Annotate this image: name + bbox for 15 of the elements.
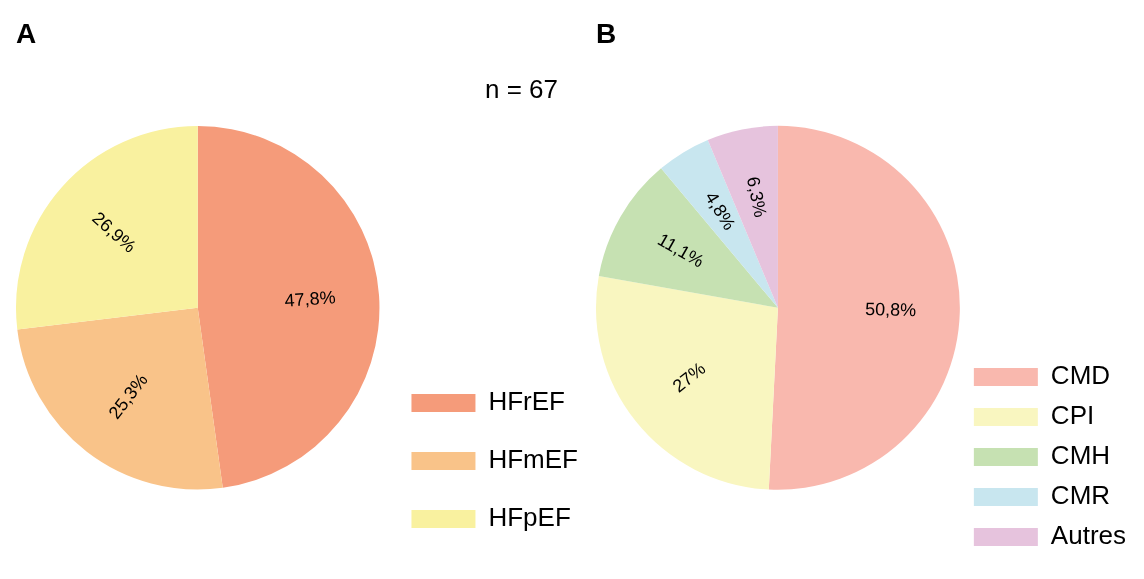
legend-label: HFrEF <box>488 386 566 417</box>
legend-label: CMR <box>1050 480 1111 511</box>
chart-title: B <box>596 17 617 49</box>
legend-label: HFmEF <box>488 444 579 475</box>
legend-label: CMD <box>1050 360 1111 391</box>
legend-label: CPI <box>1050 400 1095 431</box>
data-label: 50,8% <box>864 298 917 321</box>
data-label: 47,8% <box>283 287 337 311</box>
data-label: 6,3% <box>742 174 771 220</box>
text: n = 67 <box>484 74 558 105</box>
chart-title: A <box>16 17 37 49</box>
legend-label: CMH <box>1050 440 1111 471</box>
data-label: 27% <box>668 358 710 397</box>
legend-label: HFpEF <box>488 502 571 533</box>
legend-label: Autres <box>1050 520 1127 551</box>
